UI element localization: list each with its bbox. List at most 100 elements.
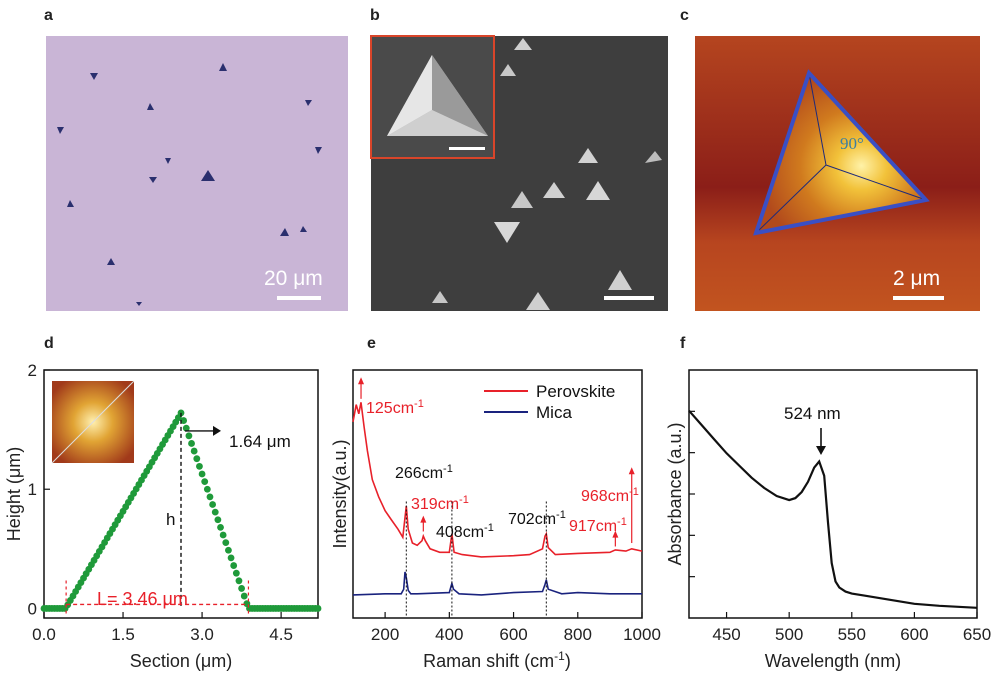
f-xtick-label: 600 (900, 625, 928, 644)
d-data-point (217, 523, 224, 531)
peak-label-266: 266cm-1 (395, 463, 453, 482)
d-data-point (190, 447, 198, 455)
e-series-line (352, 402, 643, 558)
d-peak-label: 1.64 μm (229, 432, 291, 451)
d-data-point (193, 455, 201, 463)
d-h-label: h (166, 510, 175, 529)
d-ylabel: Height (μm) (4, 447, 24, 541)
d-inset-line (51, 380, 135, 464)
peak-label-319: 319cm-1 (411, 494, 469, 513)
d-data-point (198, 470, 206, 478)
peak-label-702: 702cm-1 (508, 509, 566, 528)
e-xlabel: Raman shift (cm-1) (423, 649, 571, 671)
e-ylabel: Intensity(a.u.) (330, 439, 350, 548)
f-xtick-label: 650 (963, 625, 991, 644)
d-ticks: 0.0 1.5 3.0 4.5 0 1 2 (28, 361, 293, 644)
panel-label-b: b (370, 7, 380, 24)
afm-ridges (755, 72, 927, 234)
panel-a-micrograph: 20 μm (46, 36, 348, 311)
e-peak-arrowhead (612, 530, 619, 538)
d-ytick-label: 0 (28, 599, 37, 618)
scalebar-label-c: 2 μm (893, 267, 940, 290)
afm-triangle (756, 73, 926, 233)
e-xtick-label: 200 (371, 625, 399, 644)
inset-scalebar (449, 147, 485, 150)
d-data-point (225, 546, 232, 554)
e-peak-arrowhead (420, 515, 427, 523)
f-peak-label: 524 nm (784, 404, 841, 423)
peak-label-408: 408cm-1 (436, 522, 494, 541)
e-peak-arrowhead (358, 377, 365, 385)
optical-background (46, 36, 348, 311)
crystal-triangles (57, 63, 322, 306)
angle-label: 90° (840, 134, 864, 153)
d-xlabel: Section (μm) (130, 651, 232, 671)
d-axes-frame (43, 369, 319, 619)
scalebar-a (277, 296, 321, 300)
f-ticks: 450 500 550 600 650 (689, 410, 991, 644)
e-xtick-label: 800 (564, 625, 592, 644)
peak-label-125: 125cm-1 (366, 398, 424, 417)
d-data-point (203, 485, 211, 493)
e-annotations: 125cm-1 266cm-1 319cm-1 408cm-1 702cm-1 … (366, 398, 639, 541)
d-xtick-label: 0.0 (32, 625, 56, 644)
sem-pyramids (432, 38, 662, 310)
panel-f-chart: 450 500 550 600 650 524 nm Wavelength (nm) A… (665, 369, 991, 671)
e-peak-arrowhead (628, 467, 635, 475)
d-data-point (230, 562, 238, 569)
d-data-point (314, 605, 322, 612)
panel-label-a: a (44, 7, 53, 24)
e-series-line (352, 571, 642, 596)
sem-inset (370, 35, 495, 159)
panel-d-chart: 0.0 1.5 3.0 4.5 0 1 2 1.64 μm h L= 3.46 μm Sec… (4, 361, 322, 671)
f-lines (688, 409, 978, 609)
d-data-point (238, 585, 245, 592)
d-annotations (51, 380, 250, 615)
e-xtick-label: 1000 (623, 625, 661, 644)
panel-label-e: e (367, 335, 376, 352)
d-data-point (188, 440, 195, 447)
peak-label-968: 968cm-1 (581, 486, 639, 505)
f-series-line (688, 409, 978, 609)
d-data-point (214, 516, 222, 524)
f-xtick-label: 450 (712, 625, 740, 644)
e-xtick-label: 400 (435, 625, 463, 644)
d-data-point (232, 569, 240, 577)
f-xtick-label: 500 (775, 625, 803, 644)
f-ylabel: Absorbance (a.u.) (665, 422, 685, 565)
e-lines (352, 402, 643, 596)
e-legend: Perovskite Mica (484, 382, 615, 422)
d-xtick-label: 3.0 (190, 625, 214, 644)
legend-label-mica: Mica (536, 403, 572, 422)
scalebar-label-a: 20 μm (264, 267, 323, 290)
d-data-point (206, 493, 214, 501)
d-data-point (180, 417, 188, 424)
d-points (40, 409, 322, 612)
d-ytick-label: 1 (28, 480, 37, 499)
d-data-point (219, 531, 227, 539)
d-data-point (209, 501, 217, 508)
d-data-point (222, 539, 230, 547)
panel-label-f: f (680, 335, 686, 352)
d-data-point (201, 478, 209, 485)
e-ticks: 200 400 600 800 1000 (371, 612, 661, 644)
e-guides (358, 377, 635, 618)
d-data-point (235, 577, 243, 585)
e-xtick-label: 600 (499, 625, 527, 644)
e-axes-frame (352, 369, 643, 619)
legend-label-perovskite: Perovskite (536, 382, 615, 401)
d-L-label: L= 3.46 μm (97, 589, 188, 609)
panel-e-chart: 200 400 600 800 1000 Perovskite Mica 125cm-1… (330, 369, 661, 671)
d-xtick-label: 4.5 (269, 625, 293, 644)
f-xlabel: Wavelength (nm) (765, 651, 901, 671)
f-peak-arrow (816, 428, 826, 455)
panel-c-afm: 90° 2 μm (695, 36, 980, 311)
peak-label-917: 917cm-1 (569, 516, 627, 535)
scalebar-c (893, 296, 944, 300)
panel-label-c: c (680, 7, 689, 24)
d-data-point (196, 462, 203, 470)
f-xtick-label: 550 (838, 625, 866, 644)
d-data-point (211, 508, 219, 516)
d-data-point (240, 592, 248, 600)
